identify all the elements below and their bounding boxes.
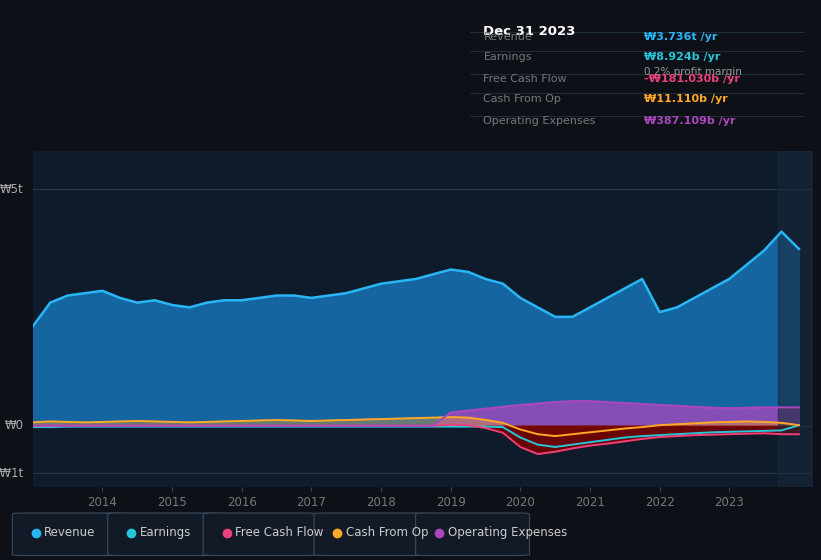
FancyBboxPatch shape	[12, 513, 126, 556]
Text: ₩3.736t /yr: ₩3.736t /yr	[644, 32, 718, 43]
Text: 0.2% profit margin: 0.2% profit margin	[644, 67, 742, 77]
Bar	[778, 151, 813, 487]
Text: ₩387.109b /yr: ₩387.109b /yr	[644, 116, 736, 127]
FancyBboxPatch shape	[314, 513, 428, 556]
Text: Dec 31 2023: Dec 31 2023	[484, 25, 576, 38]
Text: Free Cash Flow: Free Cash Flow	[484, 74, 567, 85]
Text: Cash From Op: Cash From Op	[484, 94, 562, 104]
Text: Free Cash Flow: Free Cash Flow	[236, 526, 323, 539]
Text: ₩0: ₩0	[4, 419, 24, 432]
Text: Operating Expenses: Operating Expenses	[447, 526, 566, 539]
Text: Revenue: Revenue	[44, 526, 96, 539]
Text: Cash From Op: Cash From Op	[346, 526, 429, 539]
Text: ₩11.110b /yr: ₩11.110b /yr	[644, 94, 728, 104]
Text: Earnings: Earnings	[140, 526, 191, 539]
Text: Earnings: Earnings	[484, 52, 532, 62]
Text: Revenue: Revenue	[484, 32, 532, 43]
Text: -₩181.030b /yr: -₩181.030b /yr	[644, 74, 740, 85]
Text: Operating Expenses: Operating Expenses	[484, 116, 596, 127]
Text: ₩5t: ₩5t	[0, 183, 24, 195]
Text: ₩8.924b /yr: ₩8.924b /yr	[644, 52, 721, 62]
FancyBboxPatch shape	[415, 513, 530, 556]
Text: -₩1t: -₩1t	[0, 466, 24, 479]
FancyBboxPatch shape	[204, 513, 317, 556]
FancyBboxPatch shape	[108, 513, 222, 556]
